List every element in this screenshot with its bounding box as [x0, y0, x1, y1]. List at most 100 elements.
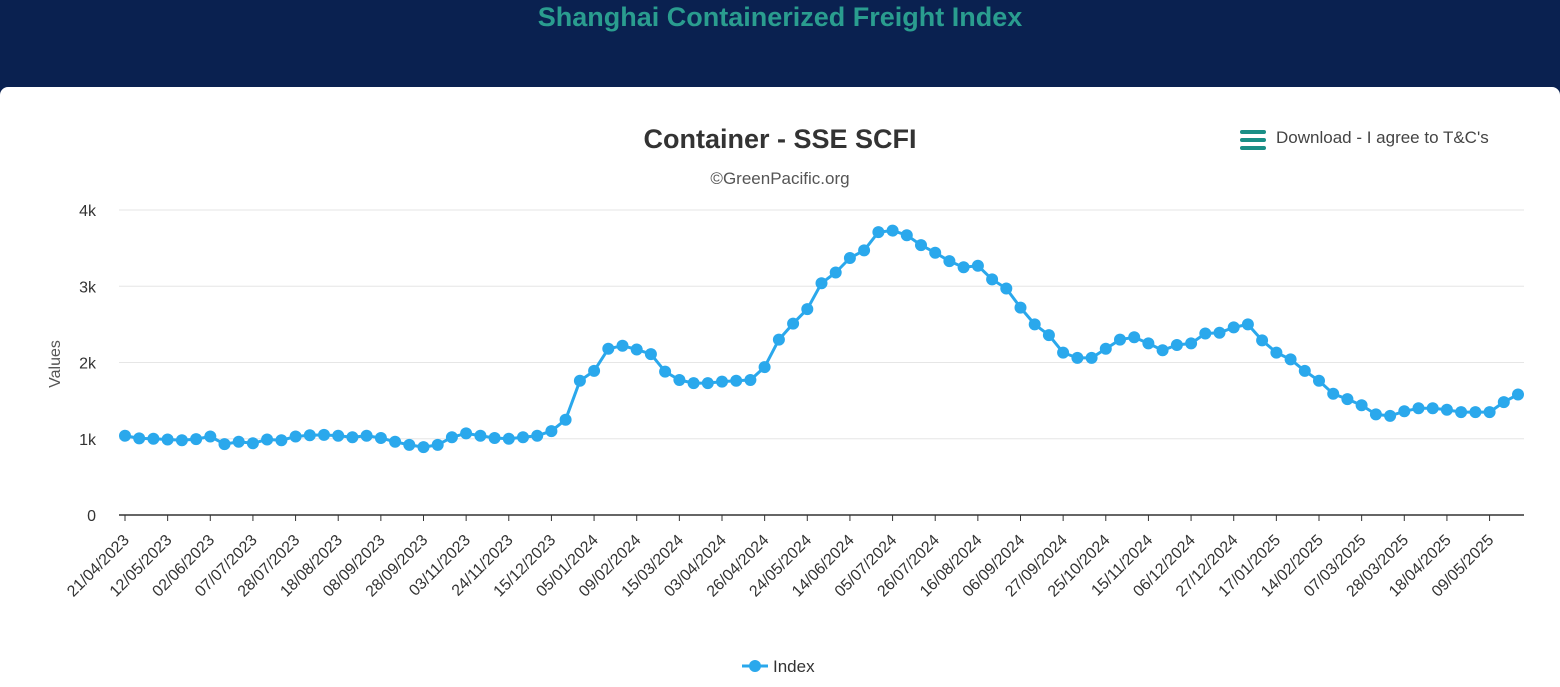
data-point[interactable]: [1042, 329, 1055, 342]
data-point[interactable]: [275, 434, 288, 447]
data-point[interactable]: [1213, 326, 1226, 339]
data-point[interactable]: [744, 374, 757, 386]
data-point[interactable]: [1398, 405, 1411, 418]
data-point[interactable]: [1270, 346, 1283, 359]
data-point[interactable]: [474, 429, 487, 442]
data-point[interactable]: [232, 435, 245, 448]
data-point[interactable]: [1483, 406, 1496, 419]
data-point[interactable]: [1142, 337, 1155, 350]
data-point[interactable]: [246, 437, 259, 450]
data-point[interactable]: [616, 339, 629, 352]
data-point[interactable]: [943, 255, 956, 268]
data-point[interactable]: [119, 429, 131, 442]
data-point[interactable]: [1298, 364, 1311, 377]
data-point[interactable]: [303, 429, 316, 442]
data-point[interactable]: [986, 273, 999, 286]
data-point[interactable]: [1085, 351, 1098, 364]
data-point[interactable]: [787, 317, 800, 330]
data-point[interactable]: [1440, 403, 1453, 416]
data-point[interactable]: [332, 429, 345, 442]
data-point[interactable]: [1284, 353, 1297, 366]
data-point[interactable]: [1412, 402, 1425, 415]
data-point[interactable]: [1099, 342, 1112, 355]
data-point[interactable]: [758, 361, 771, 374]
data-point[interactable]: [716, 375, 728, 388]
data-point[interactable]: [573, 374, 586, 387]
data-point[interactable]: [730, 374, 743, 387]
data-point[interactable]: [588, 364, 601, 377]
data-point[interactable]: [630, 343, 643, 356]
data-point[interactable]: [1384, 409, 1397, 422]
data-point[interactable]: [346, 431, 359, 444]
data-point[interactable]: [1327, 387, 1340, 400]
data-point[interactable]: [431, 438, 444, 451]
data-point[interactable]: [971, 259, 984, 272]
export-menu-button[interactable]: Download - I agree to T&C's: [1230, 118, 1530, 158]
data-point[interactable]: [858, 244, 871, 257]
data-point[interactable]: [204, 430, 217, 443]
data-point[interactable]: [929, 246, 942, 259]
data-point[interactable]: [1497, 396, 1510, 409]
data-point[interactable]: [843, 252, 856, 264]
data-point[interactable]: [1256, 334, 1269, 347]
data-point[interactable]: [915, 239, 927, 252]
data-point[interactable]: [1426, 402, 1439, 415]
data-point[interactable]: [318, 428, 330, 441]
data-point[interactable]: [531, 429, 544, 442]
data-point[interactable]: [772, 333, 785, 346]
data-point[interactable]: [559, 413, 572, 426]
data-point[interactable]: [886, 224, 899, 237]
data-point[interactable]: [644, 348, 657, 361]
data-point[interactable]: [1355, 399, 1368, 412]
data-point[interactable]: [1341, 393, 1354, 406]
data-point[interactable]: [1241, 318, 1254, 331]
data-point[interactable]: [1469, 406, 1482, 419]
data-point[interactable]: [1028, 318, 1041, 331]
data-point[interactable]: [1369, 408, 1382, 421]
legend-item-index[interactable]: Index: [742, 657, 815, 676]
data-point[interactable]: [417, 441, 430, 454]
data-point[interactable]: [1000, 282, 1013, 295]
data-point[interactable]: [602, 342, 615, 355]
data-point[interactable]: [1156, 344, 1169, 357]
data-point[interactable]: [1227, 321, 1240, 334]
data-point[interactable]: [1170, 339, 1183, 351]
data-point[interactable]: [1114, 333, 1126, 346]
data-point[interactable]: [1313, 374, 1325, 387]
data-point[interactable]: [1057, 346, 1070, 359]
data-point[interactable]: [829, 266, 842, 279]
data-point[interactable]: [175, 434, 188, 447]
data-point[interactable]: [1199, 327, 1212, 340]
data-point[interactable]: [374, 432, 387, 444]
data-point[interactable]: [517, 431, 529, 444]
data-point[interactable]: [1071, 351, 1084, 364]
data-point[interactable]: [900, 229, 913, 242]
data-point[interactable]: [701, 377, 714, 390]
data-point[interactable]: [261, 433, 274, 446]
data-point[interactable]: [190, 433, 203, 446]
data-point[interactable]: [1014, 301, 1027, 314]
data-point[interactable]: [545, 425, 558, 438]
data-point[interactable]: [218, 438, 231, 451]
data-point[interactable]: [659, 365, 672, 378]
data-point[interactable]: [673, 374, 686, 386]
data-point[interactable]: [133, 432, 146, 445]
data-point[interactable]: [872, 226, 885, 239]
data-point[interactable]: [360, 429, 373, 442]
data-point[interactable]: [445, 431, 458, 444]
data-point[interactable]: [488, 432, 501, 444]
data-point[interactable]: [1128, 331, 1141, 344]
data-point[interactable]: [1185, 337, 1198, 350]
data-point[interactable]: [815, 277, 828, 290]
data-point[interactable]: [161, 433, 174, 446]
data-point[interactable]: [460, 427, 473, 440]
data-point[interactable]: [801, 303, 814, 316]
data-point[interactable]: [147, 432, 160, 445]
data-point[interactable]: [389, 435, 402, 448]
data-point[interactable]: [502, 432, 515, 445]
data-point[interactable]: [289, 430, 302, 443]
data-point[interactable]: [687, 377, 700, 390]
data-point[interactable]: [403, 438, 416, 451]
data-point[interactable]: [1455, 406, 1468, 419]
data-point[interactable]: [1512, 388, 1524, 401]
